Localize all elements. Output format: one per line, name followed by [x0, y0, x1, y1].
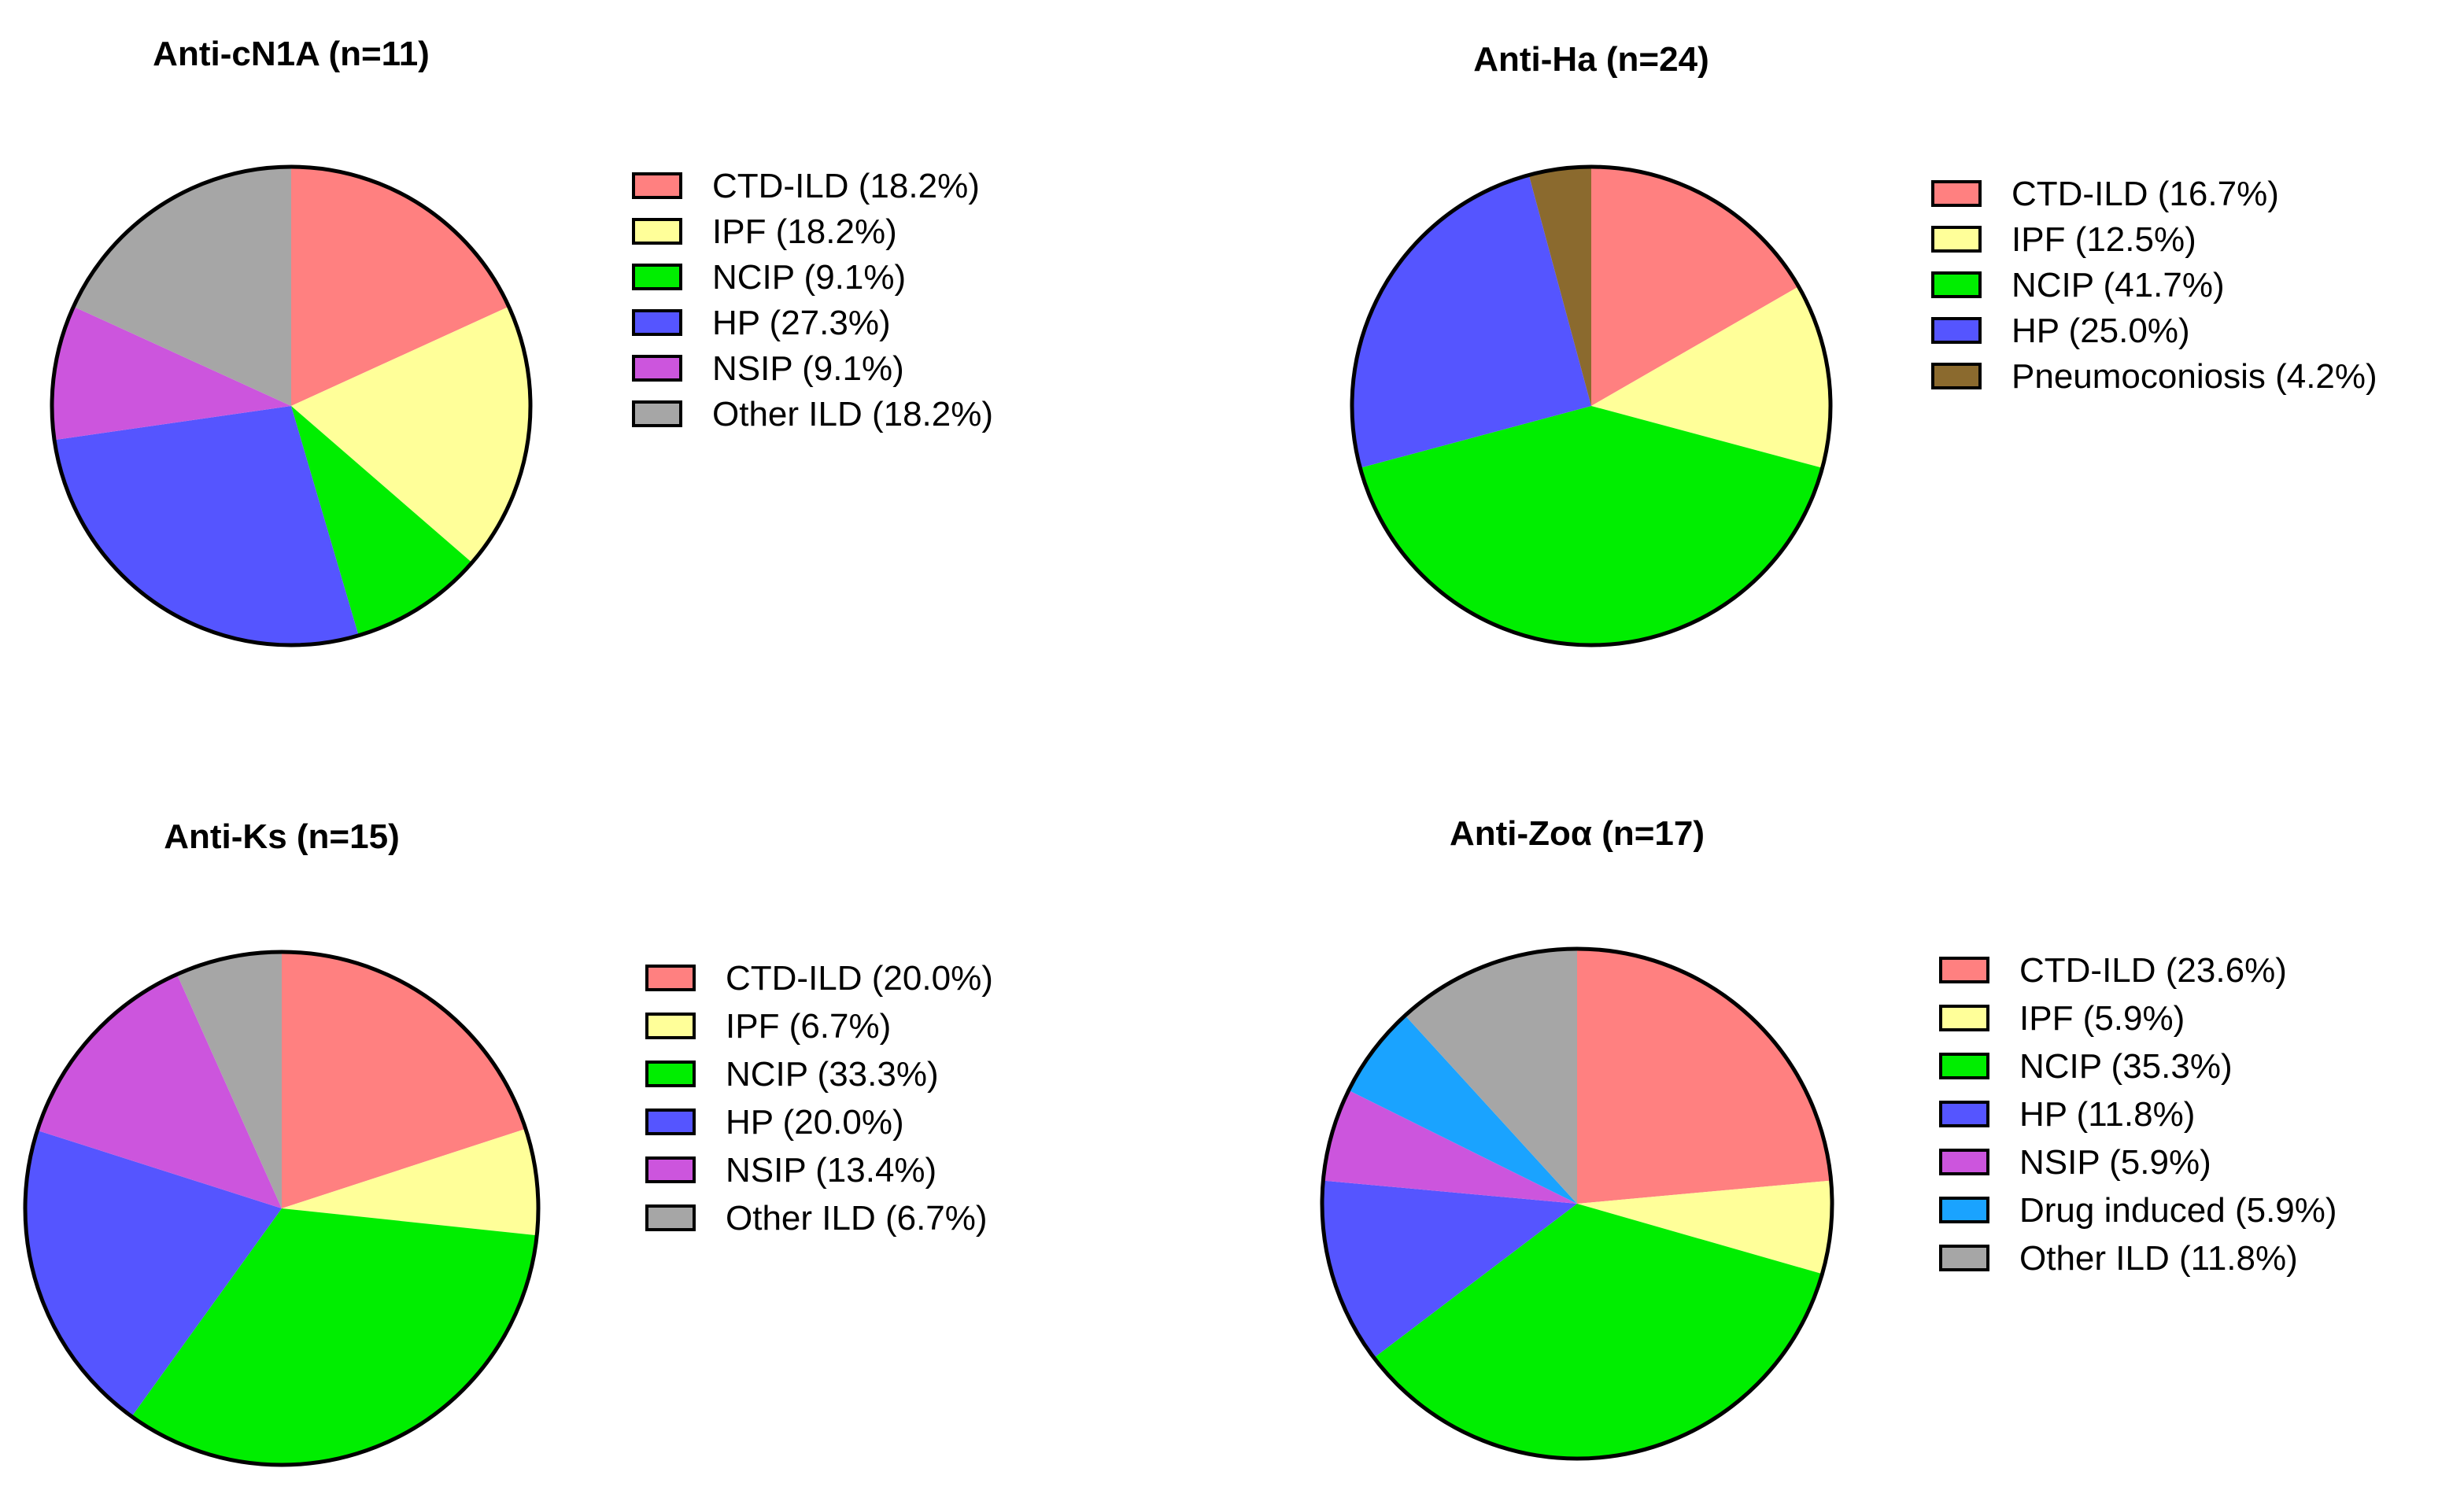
legend-label: NSIP (9.1%): [712, 349, 904, 388]
pie-outline: [1350, 164, 1833, 647]
legend-label: NSIP (5.9%): [2019, 1143, 2211, 1182]
pie-slice-1: [291, 167, 509, 406]
legend-label: NCIP (35.3%): [2019, 1047, 2233, 1086]
legend-label: IPF (5.9%): [2019, 999, 2185, 1038]
pie-outline: [23, 950, 541, 1467]
legend-swatch: [1939, 1245, 1989, 1271]
pie-slice-2: [291, 306, 531, 563]
legend-label: CTD-ILD (18.2%): [712, 167, 980, 205]
legend-swatch: [632, 172, 682, 199]
legend-swatch: [645, 1013, 696, 1039]
pie-slice-3: [131, 1208, 537, 1465]
legend-label: HP (27.3%): [712, 304, 891, 342]
pie-slice-7: [1405, 949, 1577, 1204]
legend-label: Pneumoconiosis (4.2%): [2011, 357, 2377, 396]
legend-label: CTD-ILD (16.7%): [2011, 175, 2279, 213]
pie-slice-3: [291, 406, 472, 636]
legend-label: Other ILD (6.7%): [726, 1199, 988, 1238]
legend: CTD-ILD (18.2%) IPF (18.2%) NCIP (9.1%) HP …: [632, 167, 993, 433]
pie-outline: [1320, 946, 1834, 1461]
pie-slice-6: [1348, 1015, 1577, 1204]
pie-slice-5: [51, 306, 291, 441]
pie-chart-3: Anti-Ks (n=15) CTD-ILD (20.0%) IPF (6.7%) N…: [23, 817, 993, 1467]
legend-swatch: [1939, 1053, 1989, 1079]
legend-swatch: [1939, 1149, 1989, 1175]
legend-label: NSIP (13.4%): [726, 1151, 936, 1190]
legend-swatch: [645, 965, 696, 991]
pie-slice-6: [73, 167, 291, 406]
legend-label: HP (25.0%): [2011, 312, 2190, 350]
legend-label: NCIP (33.3%): [726, 1055, 939, 1094]
pie-slice-3: [1373, 1204, 1823, 1459]
pie-chart-1: Anti-cN1A (n=11) CTD-ILD (18.2%) IPF (18.2…: [50, 35, 993, 647]
pie-slice-5: [1323, 1090, 1577, 1204]
legend-swatch: [645, 1156, 696, 1183]
legend-swatch: [1939, 1101, 1989, 1127]
chart-title: Anti-cN1A (n=11): [153, 35, 430, 73]
legend: CTD-ILD (16.7%) IPF (12.5%) NCIP (41.7%) HP…: [1931, 175, 2377, 396]
pie-slice-1: [282, 952, 526, 1208]
chart-title: Anti-Ks (n=15): [164, 817, 399, 856]
legend-swatch: [645, 1109, 696, 1135]
pie-slice-6: [176, 952, 282, 1208]
legend: CTD-ILD (23.6%) IPF (5.9%) NCIP (35.3%) HP …: [1939, 951, 2337, 1278]
legend-label: HP (20.0%): [726, 1103, 904, 1142]
pie-slice-5: [1528, 167, 1591, 406]
legend-swatch: [632, 309, 682, 336]
legend-swatch: [1931, 180, 1982, 207]
pie-slice-2: [1591, 286, 1830, 468]
legend-swatch: [1931, 271, 1982, 298]
pie-slice-4: [1322, 1180, 1577, 1358]
pie-chart-4: Anti-Zoα (n=17) CTD-ILD (23.6%) IPF (5.9%)…: [1320, 814, 2337, 1461]
legend-label: IPF (18.2%): [712, 212, 897, 251]
legend-label: HP (11.8%): [2019, 1095, 2195, 1134]
legend-label: IPF (12.5%): [2011, 220, 2196, 259]
chart-title: Anti-Ha (n=24): [1473, 40, 1709, 79]
legend-label: CTD-ILD (23.6%): [2019, 951, 2287, 990]
legend-label: Drug induced (5.9%): [2019, 1191, 2337, 1230]
chart-title: Anti-Zoα (n=17): [1450, 814, 1705, 853]
pie-slice-2: [282, 1128, 539, 1236]
legend-swatch: [645, 1204, 696, 1231]
pie-slice-3: [1360, 406, 1823, 645]
pie-slice-2: [1577, 1180, 1832, 1275]
legend-swatch: [632, 355, 682, 382]
legend-swatch: [1931, 226, 1982, 253]
legend-swatch: [645, 1061, 696, 1087]
legend-label: CTD-ILD (20.0%): [726, 959, 993, 998]
legend-label: NCIP (9.1%): [712, 258, 906, 297]
legend-swatch: [1931, 363, 1982, 389]
pie-slice-4: [24, 1130, 282, 1417]
legend-swatch: [1939, 1005, 1989, 1031]
legend-swatch: [632, 264, 682, 290]
pie-chart-2: Anti-Ha (n=24) CTD-ILD (16.7%) IPF (12.5%)…: [1350, 40, 2377, 647]
legend-label: Other ILD (11.8%): [2019, 1239, 2298, 1278]
legend-label: Other ILD (18.2%): [712, 395, 993, 433]
legend-swatch: [1931, 317, 1982, 344]
legend-label: IPF (6.7%): [726, 1007, 891, 1046]
pie-slice-4: [54, 406, 359, 646]
legend-label: NCIP (41.7%): [2011, 266, 2225, 304]
legend-swatch: [1939, 957, 1989, 983]
legend-swatch: [1939, 1197, 1989, 1223]
pie-slice-1: [1577, 949, 1831, 1204]
legend-swatch: [632, 218, 682, 245]
pie-outline: [50, 164, 533, 647]
legend: CTD-ILD (20.0%) IPF (6.7%) NCIP (33.3%) HP …: [645, 959, 993, 1238]
pie-slice-5: [37, 974, 282, 1208]
legend-swatch: [632, 400, 682, 427]
